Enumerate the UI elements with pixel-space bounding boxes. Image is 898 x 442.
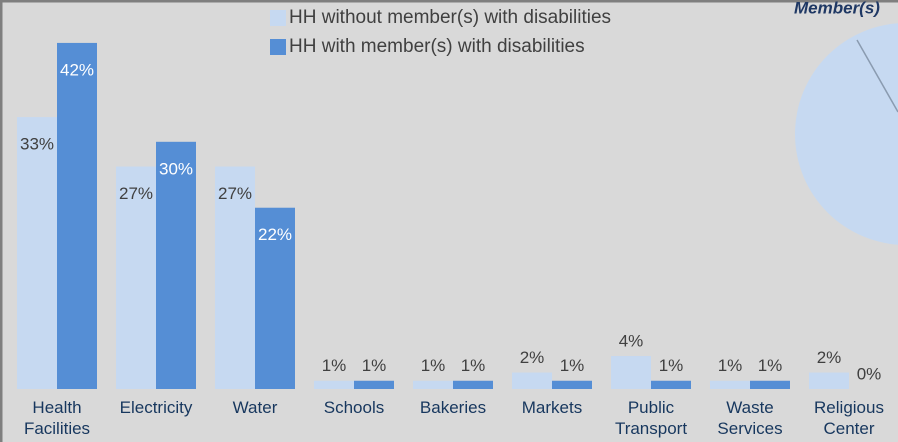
bar <box>809 372 849 389</box>
data-label: 27% <box>119 184 153 203</box>
x-tick-label: Religious Center <box>814 398 884 438</box>
pie-divider <box>856 39 898 113</box>
bar <box>314 380 354 389</box>
bar <box>552 380 592 389</box>
legend-label: HH without member(s) with disabilities <box>289 7 611 28</box>
legend-swatch <box>270 39 286 55</box>
bar <box>512 372 552 389</box>
bar <box>215 166 255 389</box>
data-label: 1% <box>322 356 347 375</box>
x-tick-label: Public Transport <box>614 398 688 438</box>
bar <box>17 117 57 389</box>
data-label: 1% <box>421 356 446 375</box>
pie-title: Member(s) <box>794 0 880 17</box>
data-label: 1% <box>362 356 387 375</box>
x-tick-label: Waste Services <box>717 398 783 438</box>
bar <box>413 380 453 389</box>
x-tick-label: Water <box>232 398 278 417</box>
data-label: 2% <box>520 348 545 367</box>
data-label: 0% <box>857 364 882 383</box>
legend-swatch <box>270 10 286 26</box>
data-label: 27% <box>218 184 252 203</box>
bar <box>354 380 394 389</box>
data-label: 42% <box>60 60 94 79</box>
bar <box>710 380 750 389</box>
x-tick-label: Bakeries <box>419 398 487 417</box>
x-tick-label: Electricity <box>119 398 193 417</box>
bar <box>255 207 295 389</box>
legend-label: HH with member(s) with disabilities <box>289 36 585 57</box>
x-tick-label: Health Facilities <box>23 398 91 438</box>
x-tick-label: Schools <box>323 398 385 417</box>
data-label: 22% <box>258 225 292 244</box>
data-label: 4% <box>619 332 644 351</box>
data-label: 1% <box>718 356 743 375</box>
data-label: 1% <box>758 356 783 375</box>
x-tick-label: Markets <box>521 398 583 417</box>
data-label: 33% <box>20 135 54 154</box>
bar <box>611 356 651 389</box>
bar <box>116 166 156 389</box>
bar <box>453 380 493 389</box>
data-label: 2% <box>817 348 842 367</box>
data-label: 1% <box>659 356 684 375</box>
data-label: 1% <box>461 356 486 375</box>
bar <box>57 42 97 390</box>
bar <box>651 380 691 389</box>
pie-fragment <box>795 23 898 245</box>
bar <box>750 380 790 389</box>
data-label: 30% <box>159 159 193 178</box>
bar <box>156 141 196 389</box>
data-label: 1% <box>560 356 585 375</box>
